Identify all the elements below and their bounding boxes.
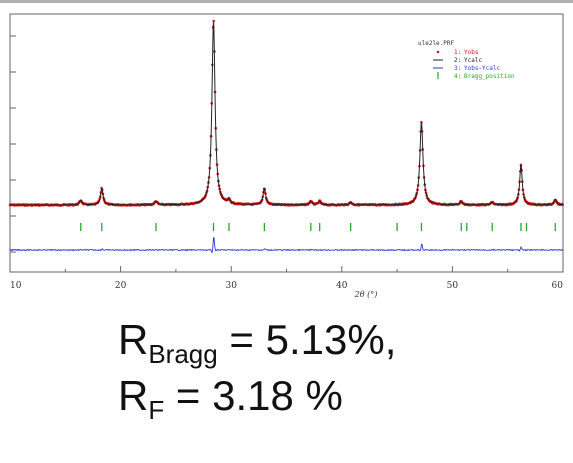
r-f-subscript: F <box>148 395 165 425</box>
legend-entry-index: 3: <box>454 65 461 72</box>
x-axis: 10 20 30 40 50 60 <box>9 266 564 291</box>
r-bragg-subscript: Bragg <box>148 339 218 369</box>
r-bragg-line: RBragg = 5.13%, <box>118 312 396 368</box>
legend-symbol-dot <box>436 50 440 54</box>
x-tick-label: 60 <box>552 281 564 291</box>
legend-entry-label: Yobs-Ycalc <box>464 65 501 72</box>
legend-entry-index: 1: <box>454 49 461 56</box>
legend-entry-label: Yobs <box>464 49 479 56</box>
plot-frame <box>9 13 564 273</box>
legend-entry-label: Ycalc <box>464 57 482 64</box>
x-tick-label: 40 <box>336 281 348 291</box>
x-tick-label: 30 <box>225 281 237 291</box>
observed-points <box>8 19 565 207</box>
r-bragg-base: R <box>118 316 149 363</box>
observed-point <box>212 19 216 23</box>
legend-title: ule2le.PRF <box>418 40 455 47</box>
y-axis-ticks <box>10 35 16 253</box>
r-f-base: R <box>118 372 149 419</box>
legend-entry-index: 4: <box>454 73 461 80</box>
observed-point <box>420 121 423 124</box>
x-tick-label: 10 <box>10 281 22 291</box>
r-f-line: RF = 3.18 % <box>118 368 396 424</box>
x-axis-label: 2θ (°) <box>354 290 378 299</box>
x-tick-label: 20 <box>115 281 127 291</box>
bragg-ticks <box>80 223 556 231</box>
r-bragg-value: = 5.13%, <box>217 316 397 363</box>
legend-entry-index: 2: <box>454 57 461 64</box>
x-tick-label: 50 <box>447 281 459 291</box>
calculated-curve <box>10 21 564 206</box>
legend-entry-label: Bragg_position <box>464 73 515 80</box>
refinement-caption: RBragg = 5.13%, RF = 3.18 % <box>118 312 396 424</box>
r-f-value: = 3.18 % <box>164 372 343 419</box>
top-border <box>0 0 573 3</box>
difference-curve <box>9 237 564 254</box>
